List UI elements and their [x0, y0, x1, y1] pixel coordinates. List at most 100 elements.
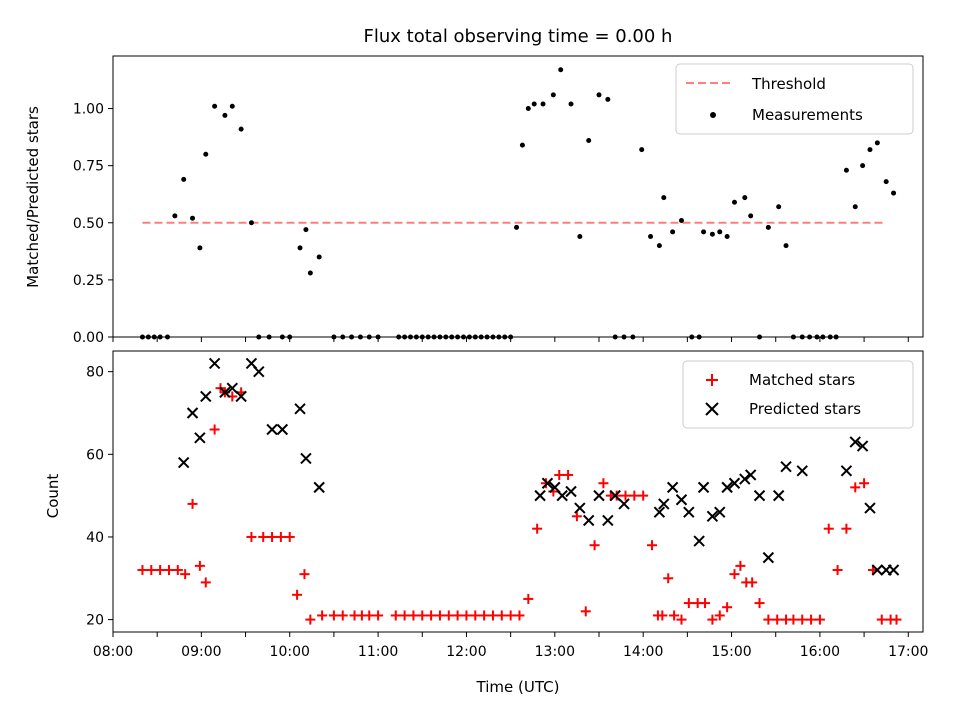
matched-star-point	[267, 531, 278, 542]
matched-star-point	[747, 577, 758, 588]
matched-star-point	[611, 490, 622, 501]
legend-matched-label: Matched stars	[749, 371, 855, 389]
matched-star-point	[305, 614, 316, 625]
measurement-point	[419, 334, 425, 340]
bottom-x-tick-label: 14:00	[623, 644, 663, 660]
measurement-point	[799, 334, 805, 340]
matched-star-point	[841, 523, 852, 534]
matched-star-point	[629, 490, 640, 501]
predicted-star-point	[675, 494, 688, 506]
measurement-point	[731, 199, 737, 205]
measurement-point	[558, 67, 564, 73]
matched-star-point	[246, 531, 257, 542]
bottom-x-tick-label: 16:00	[800, 644, 840, 660]
matched-star-point	[373, 610, 384, 621]
top-chart-title: Flux total observing time = 0.00 h	[364, 26, 673, 47]
predicted-star-point	[772, 489, 785, 502]
legend-threshold-label: Threshold	[751, 75, 826, 93]
measurement-point	[717, 229, 723, 235]
matched-star-point	[194, 560, 205, 571]
measurement-point	[874, 140, 880, 146]
matched-star-point	[554, 469, 565, 480]
bottom-x-axis-title: Time (UTC)	[476, 678, 560, 696]
matched-star-point	[390, 610, 401, 621]
predicted-star-point	[194, 432, 206, 444]
matched-star-point	[337, 610, 348, 621]
measurement-point	[248, 220, 254, 226]
measurement-point	[331, 334, 337, 340]
predicted-star-point	[780, 460, 792, 473]
predicted-star-point	[849, 436, 861, 448]
measurement-point	[502, 334, 508, 340]
measurement-point	[757, 334, 763, 340]
matched-star-point	[209, 424, 220, 435]
matched-star-point	[200, 577, 211, 588]
measurement-point	[413, 334, 419, 340]
bottom-plot-area: 08:00 09:00 10:00 11:00 12:00 13:00 14:00 15:00…	[86, 350, 928, 660]
matched-star-point	[417, 610, 428, 621]
measurement-point	[577, 233, 583, 239]
measurement-point	[790, 334, 796, 340]
predicted-star-point	[219, 386, 231, 399]
measurement-point	[568, 101, 574, 107]
measurement-point	[656, 243, 662, 249]
measurement-point	[466, 334, 472, 340]
measurement-point	[139, 334, 145, 340]
matched-star-point	[754, 598, 765, 609]
measurement-point	[357, 334, 363, 340]
matched-star-point	[275, 531, 286, 542]
matched-star-point	[487, 610, 498, 621]
measurement-point	[776, 204, 782, 210]
bottom-y-tick-label: 40	[86, 530, 104, 546]
matched-star-point	[434, 610, 445, 621]
predicted-star-point	[313, 481, 325, 494]
measurement-point	[396, 334, 402, 340]
measurement-point	[407, 334, 413, 340]
matched-star-point	[722, 602, 733, 613]
matched-star-point	[876, 614, 887, 625]
predicted-star-point	[593, 489, 605, 502]
measurement-point	[860, 163, 866, 169]
matched-star-point	[806, 614, 817, 625]
legend-predicted-swatch	[705, 402, 719, 416]
predicted-star-point	[721, 481, 733, 494]
measurement-point	[531, 101, 537, 107]
matched-star-point	[563, 469, 574, 480]
predicted-star-point	[706, 510, 719, 523]
matched-star-point	[426, 610, 437, 621]
bottom-x-tick-label: 10:00	[270, 644, 310, 660]
matched-star-point	[598, 478, 609, 489]
predicted-star-point	[541, 477, 554, 489]
measurement-point	[540, 101, 546, 107]
matched-star-point	[470, 610, 481, 621]
measurement-point	[490, 334, 496, 340]
legend-predicted-label: Predicted stars	[749, 400, 861, 418]
measurement-point	[496, 334, 502, 340]
bottom-y-tick-label: 80	[86, 365, 104, 381]
predicted-star-point	[266, 423, 278, 436]
bottom-x-tick-label: 15:00	[711, 644, 751, 660]
measurement-point	[724, 233, 730, 239]
matched-star-point	[669, 610, 680, 621]
predicted-star-point	[253, 365, 265, 378]
measurement-point	[437, 334, 443, 340]
matched-star-point	[772, 614, 783, 625]
matched-star-point	[317, 610, 328, 621]
predicted-star-point	[534, 489, 546, 502]
matched-star-point	[638, 490, 649, 501]
matched-star-point	[532, 523, 543, 534]
matched-star-point	[859, 478, 870, 489]
predicted-star-point	[864, 502, 876, 514]
top-y-tick-label: 0.25	[73, 273, 104, 289]
matched-star-point	[571, 511, 582, 522]
top-legend: Threshold Measurements	[675, 63, 914, 135]
predicted-star-point	[693, 535, 705, 547]
measurement-point	[765, 224, 771, 230]
bottom-axes-frame	[112, 350, 924, 633]
top-y-tick-label: 1.00	[73, 102, 104, 118]
matched-star-point	[788, 614, 799, 625]
measurement-point	[151, 334, 157, 340]
measurement-point	[222, 112, 228, 118]
matched-star-point	[850, 482, 861, 493]
matched-star-point	[832, 565, 843, 576]
